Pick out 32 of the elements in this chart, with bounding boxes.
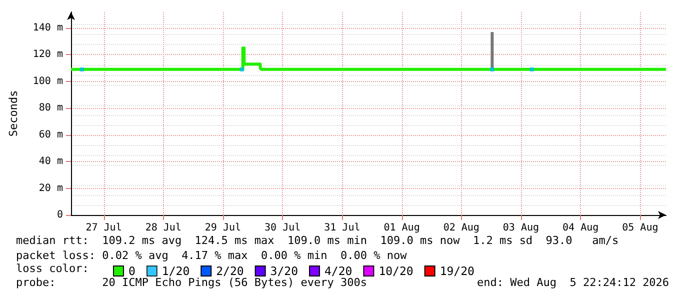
text: end: Wed Aug 5 22:24:12 2026	[477, 276, 670, 289]
x-tick-label: 04 Aug	[562, 222, 599, 234]
legend-title: loss color:	[16, 262, 89, 275]
x-tick-label: 03 Aug	[502, 222, 540, 234]
x-tick-label: 05 Aug	[622, 222, 658, 234]
text: packet loss: 0.02 % avg 4.17 % max 0.00 % min 0.00 % now	[16, 249, 407, 262]
text: probe: 20 ICMP Echo Pings (56 Bytes) every 300s	[16, 276, 367, 289]
legend-label: 10/20	[378, 264, 414, 278]
x-tick-label: 31 Jul	[324, 222, 360, 234]
y-tick-label: 100 m	[32, 76, 63, 87]
legend-label: 19/20	[440, 264, 475, 278]
legend-label: 4/20	[324, 264, 352, 278]
y-tick-label: 20 m	[38, 182, 63, 194]
x-tick-label: 28 Jul	[145, 222, 182, 234]
x-tick-label: 30 Jul	[264, 222, 301, 234]
y-tick-label: 0	[56, 210, 63, 220]
y-tick-label: 40 m	[38, 156, 63, 168]
y-tick-label: 80 m	[38, 102, 63, 114]
x-tick-label: 27 Jul	[86, 222, 122, 234]
y-tick-label: 140 m	[32, 22, 63, 34]
text: median rtt: 109.2 ms avg 124.5 ms max 109.0 ms min 109.0 ms now 1.2 ms sd 93.0 am/s	[16, 234, 619, 247]
legend-label: 1/20	[162, 264, 190, 278]
y-tick-label: 60 m	[38, 129, 63, 140]
y-tick-label: 120 m	[32, 49, 63, 60]
x-tick-label: 29 Jul	[204, 222, 242, 234]
legend-label: 0	[128, 264, 136, 278]
y-axis-title: Seconds	[7, 90, 20, 137]
x-tick-label: 02 Aug	[443, 222, 480, 234]
legend-label: 2/20	[216, 264, 244, 278]
legend-label: 3/20	[270, 264, 298, 278]
x-tick-label: 01 Aug	[384, 222, 420, 234]
line-series	[70, 46, 668, 71]
